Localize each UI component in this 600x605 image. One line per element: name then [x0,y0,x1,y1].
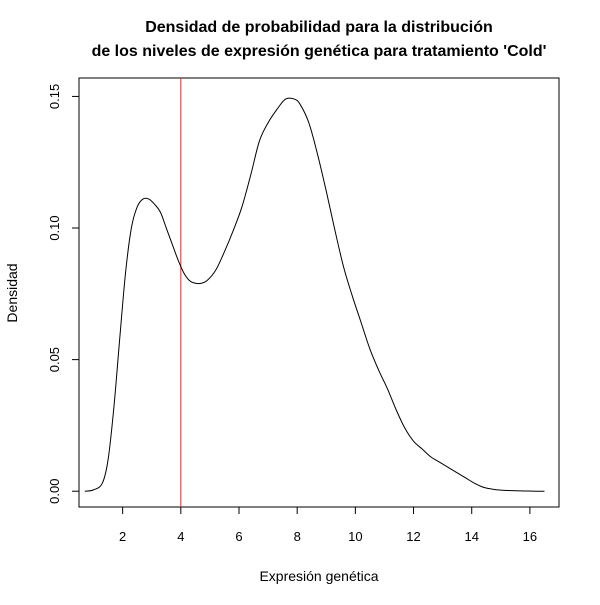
y-axis: 0.00 0.05 0.10 0.15 [47,84,80,504]
chart-title-line-2: de los niveles de expresión genética par… [92,43,547,60]
x-tick-label: 16 [523,529,537,544]
x-tick-label: 2 [119,529,126,544]
x-tick-label: 6 [235,529,242,544]
x-tick-label: 12 [406,529,420,544]
y-tick-label: 0.05 [47,347,62,372]
plot-frame [78,77,560,508]
y-tick-label: 0.15 [47,84,62,109]
x-axis: 2 4 6 8 10 12 14 16 [119,506,537,544]
x-tick-label: 4 [177,529,184,544]
x-tick-label: 8 [294,529,301,544]
x-tick-label: 10 [348,529,362,544]
density-series-line [84,97,545,492]
chart-title-line-1: Densidad de probabilidad para la distrib… [145,19,493,36]
y-tick-label: 0.00 [47,479,62,504]
y-axis-label: Densidad [4,263,20,322]
x-axis-label: Expresión genética [259,568,378,584]
y-tick-label: 0.10 [47,215,62,240]
x-tick-label: 14 [464,529,478,544]
